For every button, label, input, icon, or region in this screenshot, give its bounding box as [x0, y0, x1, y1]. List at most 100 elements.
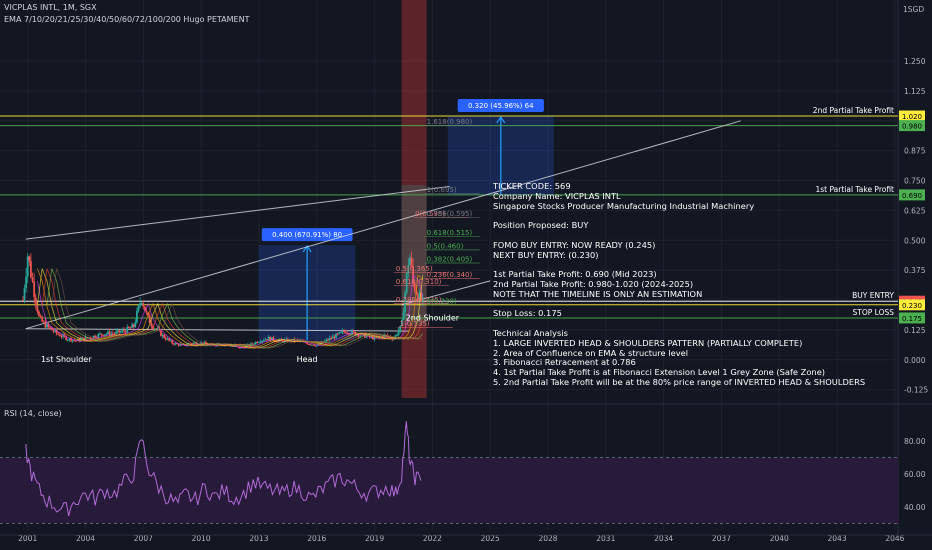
candle-body [102, 334, 105, 336]
note-line: FOMO BUY ENTRY: NOW READY (0.245) [493, 239, 656, 250]
ema-line [37, 268, 423, 349]
candle-body [73, 340, 76, 342]
candle-body [272, 337, 275, 341]
rsi-tick-label: 80.00 [904, 437, 926, 446]
candle-body [357, 334, 360, 337]
currency-label: 1SGD [903, 5, 925, 14]
candle-body [193, 342, 196, 344]
y-tick-label: 0.875 [904, 147, 926, 156]
y-tick-label: 0.125 [904, 326, 926, 335]
trend-line [25, 186, 450, 240]
candle-body [307, 344, 310, 346]
candle-body [66, 339, 69, 341]
candle-body [115, 331, 117, 334]
candle-body [99, 333, 101, 335]
note-line: Company Name: VICPLAS INTL [493, 190, 621, 201]
candle-body [312, 344, 315, 346]
candle-body [407, 265, 410, 274]
candle-body [262, 340, 265, 342]
note-line: Technical Analysis [493, 327, 568, 338]
trend-line [401, 280, 491, 306]
level-price-tag [899, 299, 925, 311]
candle-body [420, 292, 423, 301]
candle-body [325, 339, 328, 341]
candle-body [232, 345, 235, 347]
candle-body [412, 266, 415, 283]
measure-label-bg [261, 228, 353, 242]
candle-body [335, 333, 337, 339]
fib-label: 0.5(0.460) [427, 242, 464, 250]
fib-label: 0(0.595) [415, 210, 445, 218]
candle-body [137, 305, 140, 312]
candle-body [71, 340, 74, 342]
rsi-line [25, 421, 422, 516]
y-tick-label: 0.000 [904, 356, 926, 365]
analysis-notes: TICKER CODE: 569 Company Name: VICPLAS IN… [493, 181, 866, 388]
x-tick-label: 2040 [770, 534, 789, 543]
candle-body [164, 337, 167, 340]
candle-body [172, 343, 175, 345]
candle-body [397, 330, 400, 335]
candle-body [36, 304, 39, 312]
candle-body [68, 338, 71, 340]
pattern-label: 2nd Shoulder [406, 313, 460, 322]
candle-body [233, 345, 236, 347]
candle-body [57, 333, 60, 335]
note-line: 5. 2nd Partial Take Profit will be at th… [493, 376, 866, 387]
candle-body [148, 315, 151, 323]
candle-body [144, 306, 146, 311]
candle-body [46, 323, 48, 328]
candle-body [47, 323, 50, 327]
candle-body [124, 331, 127, 333]
candle-body [245, 345, 248, 348]
candle-body [270, 337, 273, 341]
candle-body [94, 335, 97, 338]
candle-body [42, 321, 45, 323]
measure-label: 0.320 (45.96%) 64 [468, 102, 534, 110]
level-name: 2nd Partial Take Profit [813, 106, 894, 115]
level-price-tag [899, 189, 925, 201]
candle-body [174, 343, 177, 345]
candle-body [376, 336, 379, 338]
candle-body [161, 334, 164, 337]
candle-body [74, 340, 77, 342]
candle-body [150, 322, 153, 327]
candle-body [413, 282, 416, 291]
candle-body [383, 334, 386, 338]
candle-body [33, 281, 36, 298]
note-line: 3. Fibonacci Retracement at 0.786 [493, 357, 636, 368]
level-name: STOP LOSS [853, 308, 895, 317]
candle-body [264, 339, 267, 341]
note-line: 1. LARGE INVERTED HEAD & SHOULDERS PATTE… [493, 337, 803, 348]
fib-label: 0.236(0.340) [427, 271, 473, 279]
candle-body [213, 344, 215, 346]
candle-body [126, 326, 129, 333]
candle-body [405, 273, 408, 293]
candle-body [330, 338, 333, 340]
x-tick-label: 2019 [365, 534, 384, 543]
candle-body [132, 324, 135, 327]
candle-body [259, 341, 262, 343]
note-line: TICKER CODE: 569 [493, 181, 571, 191]
y-tick-label: 1.250 [904, 57, 926, 66]
candle-body [243, 347, 246, 349]
candle-body [139, 303, 142, 306]
candle-body [294, 339, 297, 342]
candle-body [55, 330, 58, 334]
candle-body [28, 256, 31, 262]
candle-body [421, 297, 424, 301]
candle-body [176, 343, 178, 345]
y-tick-label: -0.125 [904, 386, 928, 395]
candle-body [352, 330, 355, 332]
candle-body [381, 336, 384, 338]
level-price-tag [899, 120, 925, 132]
candle-body [50, 327, 53, 331]
fib-label: 0.786(0.235) [396, 296, 442, 304]
candle-body [160, 330, 162, 337]
level-price-tag [899, 110, 925, 122]
level-price-tag-text: 0.980 [902, 123, 922, 131]
note-line: 2nd Partial Take Profit: 0.980-1.020 (20… [493, 278, 694, 289]
level-price-tag-text: 0.175 [902, 315, 922, 323]
candle-body [205, 342, 207, 345]
